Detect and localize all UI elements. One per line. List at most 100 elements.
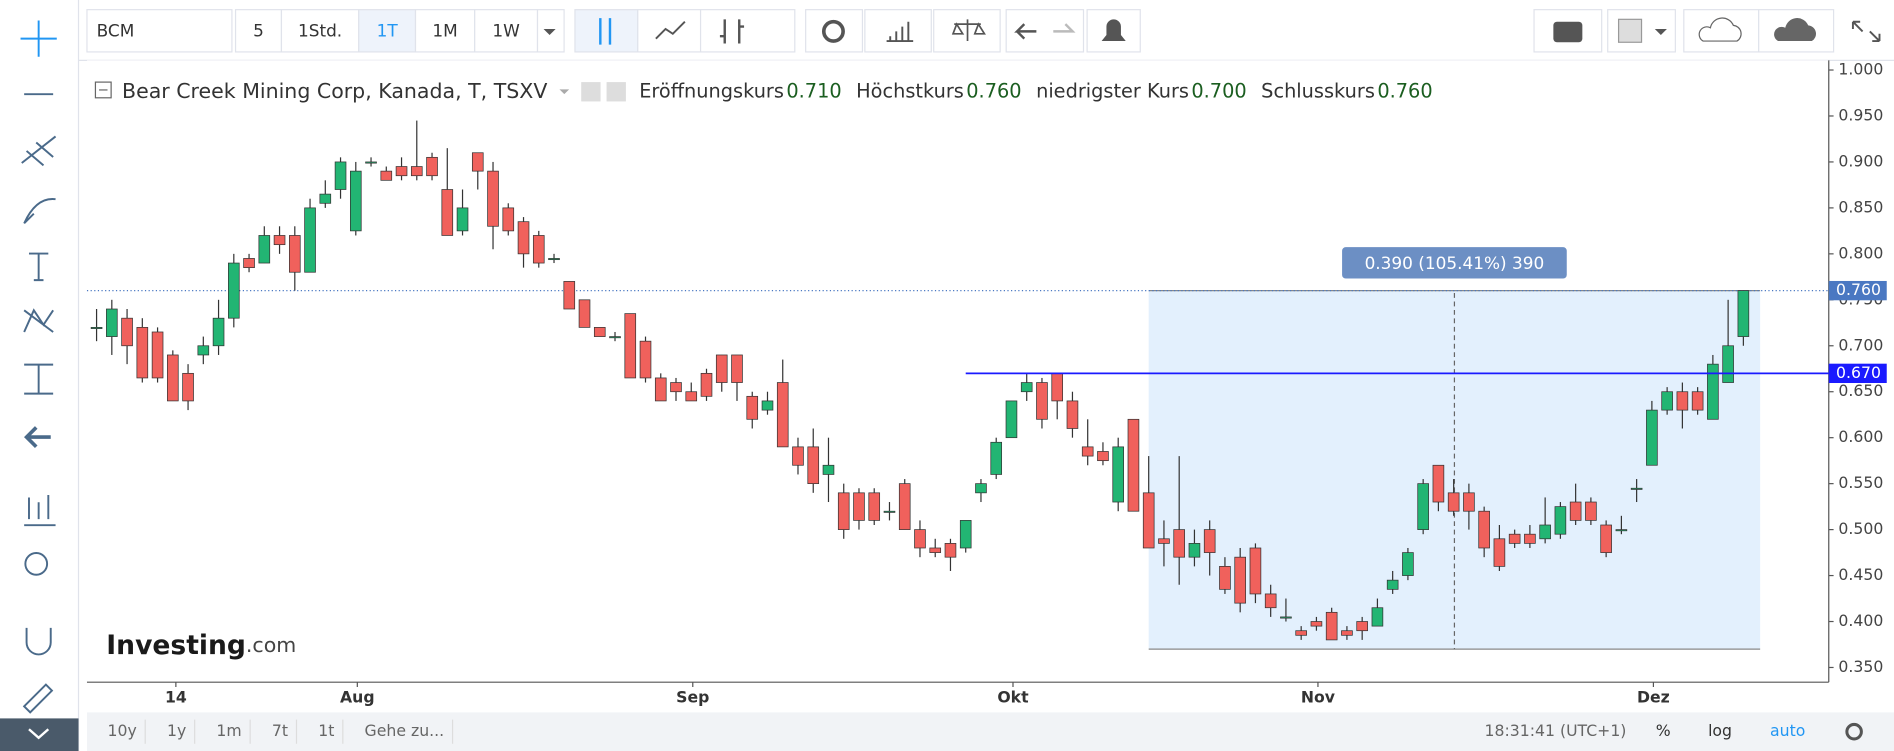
- eye-icon[interactable]: [581, 82, 601, 102]
- candle-body: [1432, 464, 1445, 503]
- candle-body: [1051, 372, 1064, 402]
- interval-label[interactable]: 1Std.: [298, 20, 342, 40]
- candle-body: [517, 221, 530, 255]
- lock-tool[interactable]: [22, 683, 54, 714]
- settings-icon[interactable]: [606, 82, 626, 102]
- interval-button[interactable]: [358, 9, 417, 53]
- range-button[interactable]: 1y: [167, 721, 186, 740]
- indicators-button[interactable]: [864, 9, 932, 53]
- candle-icon: [599, 18, 612, 45]
- candle-body: [1478, 510, 1490, 549]
- fib-tool[interactable]: [21, 135, 57, 167]
- range-button[interactable]: 7t: [272, 721, 288, 740]
- candle-body: [776, 382, 789, 448]
- load-button[interactable]: [1683, 9, 1760, 53]
- legend-value: 0.710: [786, 79, 841, 102]
- candle-body: [334, 161, 347, 190]
- scale-option[interactable]: auto: [1770, 721, 1805, 740]
- candle-body: [1463, 492, 1475, 512]
- candle-body: [365, 161, 377, 164]
- candle-body: [1280, 616, 1292, 619]
- candle-body: [883, 510, 896, 513]
- candle-body: [807, 446, 820, 485]
- interval-button[interactable]: [474, 9, 539, 53]
- candle-body: [715, 354, 728, 383]
- candle-body: [990, 441, 1003, 475]
- candle-body: [822, 464, 835, 475]
- interval-button[interactable]: [234, 9, 283, 53]
- candle-body: [761, 400, 774, 411]
- brush-tool[interactable]: [23, 198, 56, 225]
- candle-body: [1402, 552, 1414, 576]
- candle-body: [182, 372, 194, 402]
- candle-body: [1203, 529, 1216, 553]
- bottom-bar: [86, 712, 1894, 751]
- candle-body: [1722, 345, 1734, 383]
- candle-body: [1325, 611, 1338, 641]
- logo-brand: Investing: [106, 629, 246, 660]
- interval-button[interactable]: [280, 9, 360, 53]
- candle-body: [349, 170, 362, 232]
- candle-body: [410, 166, 423, 177]
- last-price-box: [1828, 280, 1887, 301]
- pattern-tool[interactable]: [23, 308, 54, 333]
- candle-body: [1097, 451, 1109, 462]
- undo-icon[interactable]: [1014, 23, 1037, 40]
- candle-body: [548, 258, 560, 261]
- scale-option[interactable]: log: [1708, 721, 1732, 740]
- candle-body: [1646, 409, 1658, 466]
- collapse-button[interactable]: [0, 718, 79, 751]
- candle-type-button[interactable]: [574, 9, 639, 53]
- candle-body: [197, 345, 210, 356]
- interval-label[interactable]: 1W: [492, 20, 520, 40]
- candle-body: [639, 340, 652, 379]
- caret: [543, 28, 556, 36]
- candle-body: [1600, 524, 1612, 553]
- fullscreen-button[interactable]: [1851, 20, 1881, 43]
- candle-body: [792, 446, 804, 466]
- measure-tool[interactable]: [24, 363, 54, 395]
- text-tool[interactable]: [28, 252, 49, 282]
- y-tick-label: 0.900: [1838, 151, 1883, 170]
- crosshair-tool[interactable]: [20, 20, 57, 57]
- bar-type-button[interactable]: [699, 9, 796, 53]
- color-swatch: [1617, 18, 1643, 43]
- symbol[interactable]: BCM: [97, 20, 135, 40]
- y-tick-label: 0.500: [1838, 519, 1883, 538]
- zoom-tool[interactable]: [24, 552, 49, 576]
- settings-button[interactable]: [1845, 722, 1863, 741]
- back-tool[interactable]: [24, 426, 51, 449]
- candle-body: [1707, 363, 1719, 420]
- x-tick-label: Okt: [997, 687, 1029, 706]
- indicator-tool[interactable]: [24, 495, 56, 527]
- interval-button[interactable]: [414, 9, 476, 53]
- candle-body: [1005, 400, 1018, 439]
- interval-label[interactable]: 5: [253, 20, 264, 40]
- y-tick-label: 0.700: [1838, 335, 1883, 354]
- candle-body: [1737, 290, 1750, 337]
- range-button[interactable]: Gehe zu...: [365, 721, 445, 740]
- settings-button[interactable]: [805, 9, 864, 53]
- legend-title: Bear Creek Mining Corp, Kanada, T, TSXV: [122, 79, 547, 103]
- logo-suffix: .com: [246, 633, 296, 657]
- magnet-tool[interactable]: [25, 627, 52, 656]
- redo-icon[interactable]: [1053, 23, 1076, 33]
- candle-body: [1112, 446, 1124, 503]
- candle-body: [609, 336, 621, 339]
- caret[interactable]: [559, 89, 570, 95]
- range-button[interactable]: 10y: [108, 721, 137, 740]
- interval-label[interactable]: 1T: [377, 20, 399, 40]
- y-tick-label: 0.350: [1838, 657, 1883, 676]
- cloud-down-icon: [1698, 17, 1742, 42]
- interval-label[interactable]: 1M: [432, 20, 457, 40]
- range-button[interactable]: 1m: [216, 721, 241, 740]
- symbol-box[interactable]: [86, 9, 233, 53]
- x-tick-label: Aug: [340, 687, 375, 706]
- range-button[interactable]: 1t: [318, 721, 334, 740]
- scale-option[interactable]: %: [1656, 721, 1671, 740]
- candle-body: [471, 152, 484, 172]
- candle-body: [1341, 630, 1353, 636]
- candle-body: [289, 235, 301, 273]
- candle-body: [975, 483, 987, 494]
